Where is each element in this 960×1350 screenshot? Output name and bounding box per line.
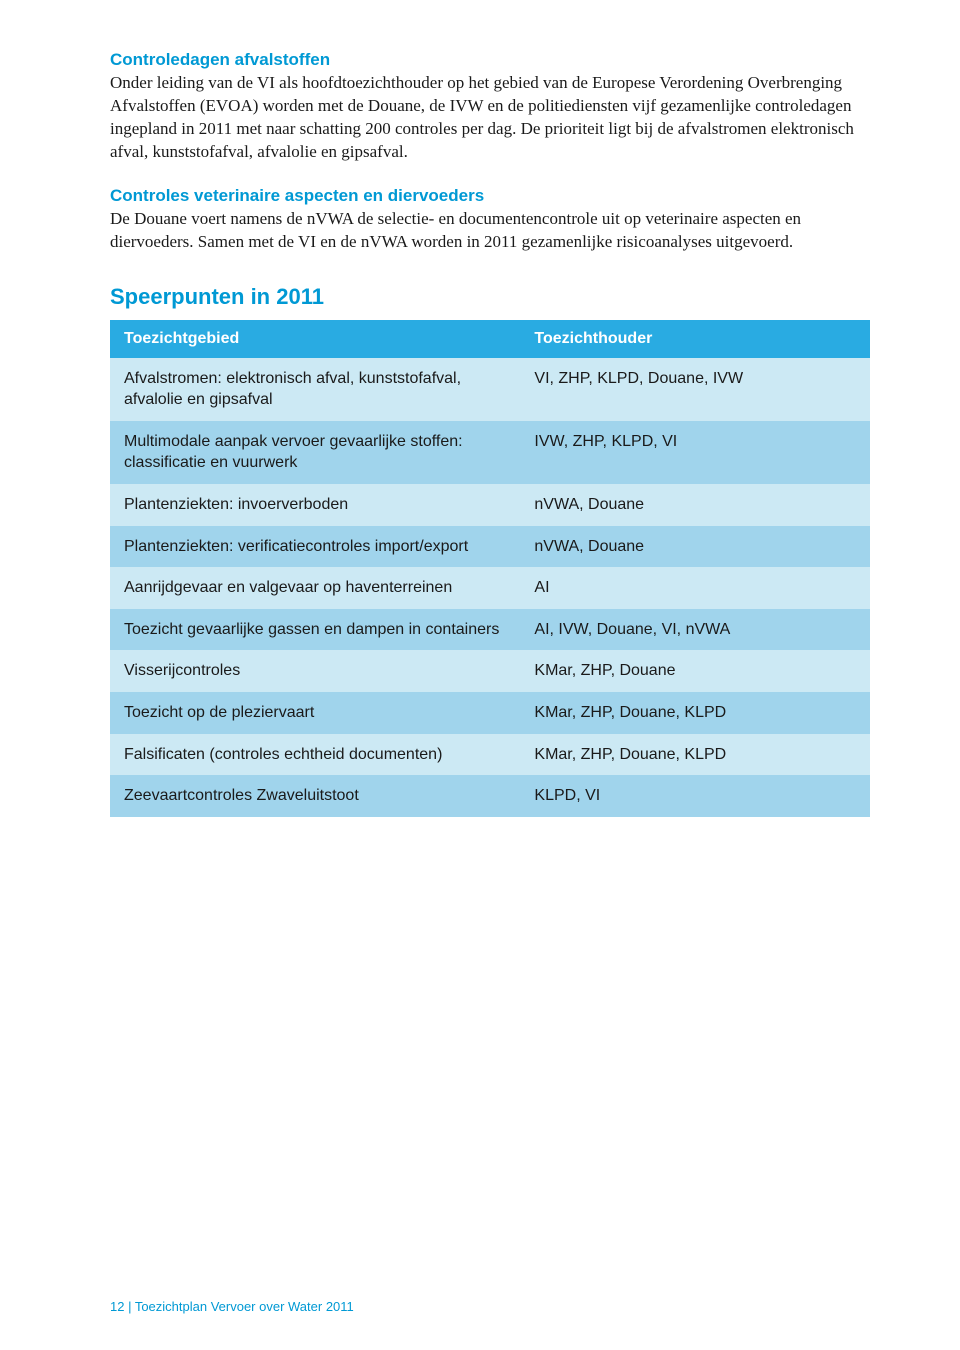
table-cell-toezichtgebied: Plantenziekten: invoerverboden: [110, 484, 520, 526]
table-cell-toezichthouder: AI, IVW, Douane, VI, nVWA: [520, 609, 870, 651]
section-body: Onder leiding van de VI als hoofdtoezich…: [110, 72, 870, 164]
table-row: Falsificaten (controles echtheid documen…: [110, 734, 870, 776]
table-row: Aanrijdgevaar en valgevaar op haventerre…: [110, 567, 870, 609]
table-cell-toezichthouder: IVW, ZHP, KLPD, VI: [520, 421, 870, 484]
table-cell-toezichtgebied: Aanrijdgevaar en valgevaar op haventerre…: [110, 567, 520, 609]
table-cell-toezichthouder: nVWA, Douane: [520, 484, 870, 526]
section-body: De Douane voert namens de nVWA de select…: [110, 208, 870, 254]
table-header-cell: Toezichthouder: [520, 320, 870, 358]
table-cell-toezichthouder: nVWA, Douane: [520, 526, 870, 568]
table-cell-toezichthouder: VI, ZHP, KLPD, Douane, IVW: [520, 358, 870, 421]
page-footer: 12 | Toezichtplan Vervoer over Water 201…: [110, 1299, 354, 1314]
table-cell-toezichthouder: KLPD, VI: [520, 775, 870, 817]
table-cell-toezichthouder: KMar, ZHP, Douane: [520, 650, 870, 692]
table-cell-toezichthouder: KMar, ZHP, Douane, KLPD: [520, 734, 870, 776]
table-cell-toezichthouder: AI: [520, 567, 870, 609]
table-cell-toezichthouder: KMar, ZHP, Douane, KLPD: [520, 692, 870, 734]
table-cell-toezichtgebied: Falsificaten (controles echtheid documen…: [110, 734, 520, 776]
table-header-cell: Toezichtgebied: [110, 320, 520, 358]
table-row: Plantenziekten: verificatiecontroles imp…: [110, 526, 870, 568]
table-row: Zeevaartcontroles ZwaveluitstootKLPD, VI: [110, 775, 870, 817]
table-header-row: Toezichtgebied Toezichthouder: [110, 320, 870, 358]
table-cell-toezichtgebied: Afvalstromen: elektronisch afval, kunsts…: [110, 358, 520, 421]
table-title: Speerpunten in 2011: [110, 284, 870, 310]
section-heading: Controledagen afvalstoffen: [110, 50, 870, 70]
table-row: Toezicht gevaarlijke gassen en dampen in…: [110, 609, 870, 651]
section-veterinaire: Controles veterinaire aspecten en diervo…: [110, 186, 870, 254]
table-cell-toezichtgebied: Toezicht gevaarlijke gassen en dampen in…: [110, 609, 520, 651]
speerpunten-table: Toezichtgebied Toezichthouder Afvalstrom…: [110, 320, 870, 817]
table-row: Plantenziekten: invoerverbodennVWA, Doua…: [110, 484, 870, 526]
section-heading: Controles veterinaire aspecten en diervo…: [110, 186, 870, 206]
table-row: VisserijcontrolesKMar, ZHP, Douane: [110, 650, 870, 692]
table-row: Multimodale aanpak vervoer gevaarlijke s…: [110, 421, 870, 484]
section-controledagen: Controledagen afvalstoffen Onder leiding…: [110, 50, 870, 164]
table-cell-toezichtgebied: Plantenziekten: verificatiecontroles imp…: [110, 526, 520, 568]
table-row: Afvalstromen: elektronisch afval, kunsts…: [110, 358, 870, 421]
table-cell-toezichtgebied: Zeevaartcontroles Zwaveluitstoot: [110, 775, 520, 817]
table-cell-toezichtgebied: Toezicht op de pleziervaart: [110, 692, 520, 734]
table-row: Toezicht op de pleziervaartKMar, ZHP, Do…: [110, 692, 870, 734]
table-cell-toezichtgebied: Multimodale aanpak vervoer gevaarlijke s…: [110, 421, 520, 484]
table-cell-toezichtgebied: Visserijcontroles: [110, 650, 520, 692]
page-container: Controledagen afvalstoffen Onder leiding…: [0, 0, 960, 1350]
